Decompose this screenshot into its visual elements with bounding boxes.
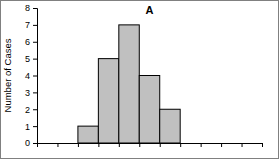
x-tick-mark xyxy=(242,143,243,147)
y-tick-label: 1 xyxy=(25,122,30,132)
x-tick-mark xyxy=(98,143,99,147)
x-tick-mark xyxy=(221,143,222,147)
x-tick-mark xyxy=(262,143,263,147)
y-tick-label: 3 xyxy=(25,88,30,98)
y-tick-mark xyxy=(33,42,37,43)
y-tick-mark xyxy=(33,25,37,26)
y-tick-label: 5 xyxy=(25,54,30,64)
x-tick xyxy=(180,143,181,147)
y-tick-mark xyxy=(33,126,37,127)
y-tick: 7 xyxy=(25,20,37,30)
y-tick: 1 xyxy=(25,122,37,132)
x-tick xyxy=(221,143,222,147)
y-tick-label: 2 xyxy=(25,105,30,115)
x-tick xyxy=(139,143,140,147)
bar xyxy=(78,126,98,143)
chart: 0 1 2 3 4 5 6 7 8 A Number of Cases xyxy=(0,0,279,159)
x-tick xyxy=(262,143,263,147)
y-tick: 0 xyxy=(25,138,37,148)
bar xyxy=(160,109,180,143)
x-tick xyxy=(57,143,58,147)
chart-border xyxy=(1,1,279,159)
y-axis: 0 1 2 3 4 5 6 7 8 xyxy=(25,3,38,148)
x-tick-mark xyxy=(160,143,161,147)
x-tick-mark xyxy=(139,143,140,147)
y-tick: 8 xyxy=(25,3,37,13)
y-tick-mark xyxy=(33,76,37,77)
y-tick: 2 xyxy=(25,105,37,115)
x-tick xyxy=(98,143,99,147)
y-tick-label: 6 xyxy=(25,37,30,47)
y-tick: 5 xyxy=(25,54,37,64)
x-tick xyxy=(160,143,161,147)
x-tick xyxy=(201,143,202,147)
bar xyxy=(119,25,139,143)
y-tick-label: 7 xyxy=(25,20,30,30)
y-tick-mark xyxy=(33,59,37,60)
y-tick-label: 4 xyxy=(25,71,30,81)
plot: 0 1 2 3 4 5 6 7 8 xyxy=(25,3,263,148)
title: A xyxy=(146,4,154,16)
x-tick-mark xyxy=(119,143,120,147)
y-tick-label: 8 xyxy=(25,3,30,13)
y-tick-mark xyxy=(33,109,37,110)
y-tick: 3 xyxy=(25,88,37,98)
x-axis-line xyxy=(38,144,263,148)
bars xyxy=(78,25,180,143)
y-tick-label: 0 xyxy=(25,138,30,148)
bar xyxy=(139,76,159,144)
x-tick-mark xyxy=(57,143,58,147)
x-tick xyxy=(78,143,79,147)
x-axis xyxy=(38,143,263,147)
y-tick-mark xyxy=(33,143,37,144)
y-tick: 4 xyxy=(25,71,37,81)
y-tick: 6 xyxy=(25,37,37,47)
x-tick-mark xyxy=(78,143,79,147)
y-tick-mark xyxy=(33,92,37,93)
x-tick xyxy=(242,143,243,147)
y-tick-mark xyxy=(33,8,37,9)
x-tick xyxy=(119,143,120,147)
bar xyxy=(98,59,118,143)
y-axis-line xyxy=(33,9,38,144)
x-tick-mark xyxy=(201,143,202,147)
y-axis-title: Number of Cases xyxy=(2,38,13,112)
x-tick-mark xyxy=(180,143,181,147)
